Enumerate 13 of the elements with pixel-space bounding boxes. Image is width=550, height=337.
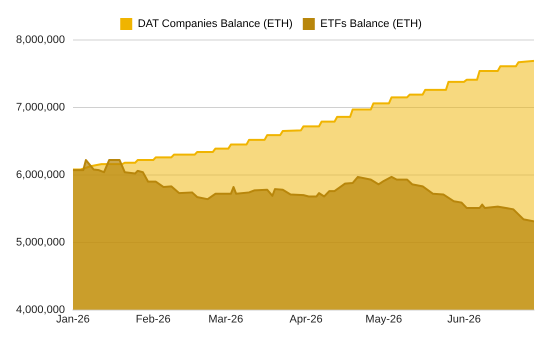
x-tick-label: Apr-26	[290, 313, 323, 326]
y-tick-label: 4,000,000	[16, 304, 65, 316]
x-tick-label: Feb-26	[136, 313, 171, 326]
y-tick-label: 6,000,000	[16, 168, 65, 181]
legend-label: DAT Companies Balance (ETH)	[138, 18, 293, 30]
x-tick-label: Jun-26	[447, 313, 481, 326]
x-tick-label: May-26	[365, 313, 402, 326]
legend-label: ETFs Balance (ETH)	[320, 18, 422, 30]
x-tick-label: Mar-26	[208, 313, 244, 326]
y-tick-label: 7,000,000	[16, 101, 65, 114]
x-tick-label: Jan-26	[56, 313, 90, 326]
y-tick-label: 8,000,000	[16, 34, 65, 46]
y-tick-label: 5,000,000	[16, 236, 65, 248]
